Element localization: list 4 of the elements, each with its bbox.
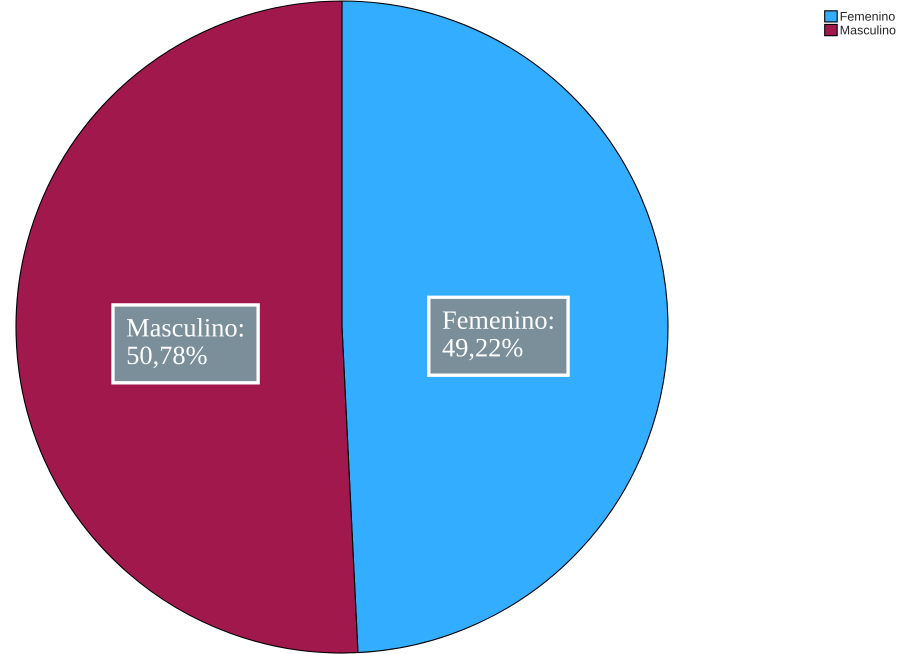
data-label: Femenino: 49,22%: [442, 311, 553, 360]
legend-label: Masculino: [840, 25, 896, 34]
data-label: Masculino: 50,78%: [126, 318, 243, 368]
legend-label: Femenino: [840, 12, 895, 21]
